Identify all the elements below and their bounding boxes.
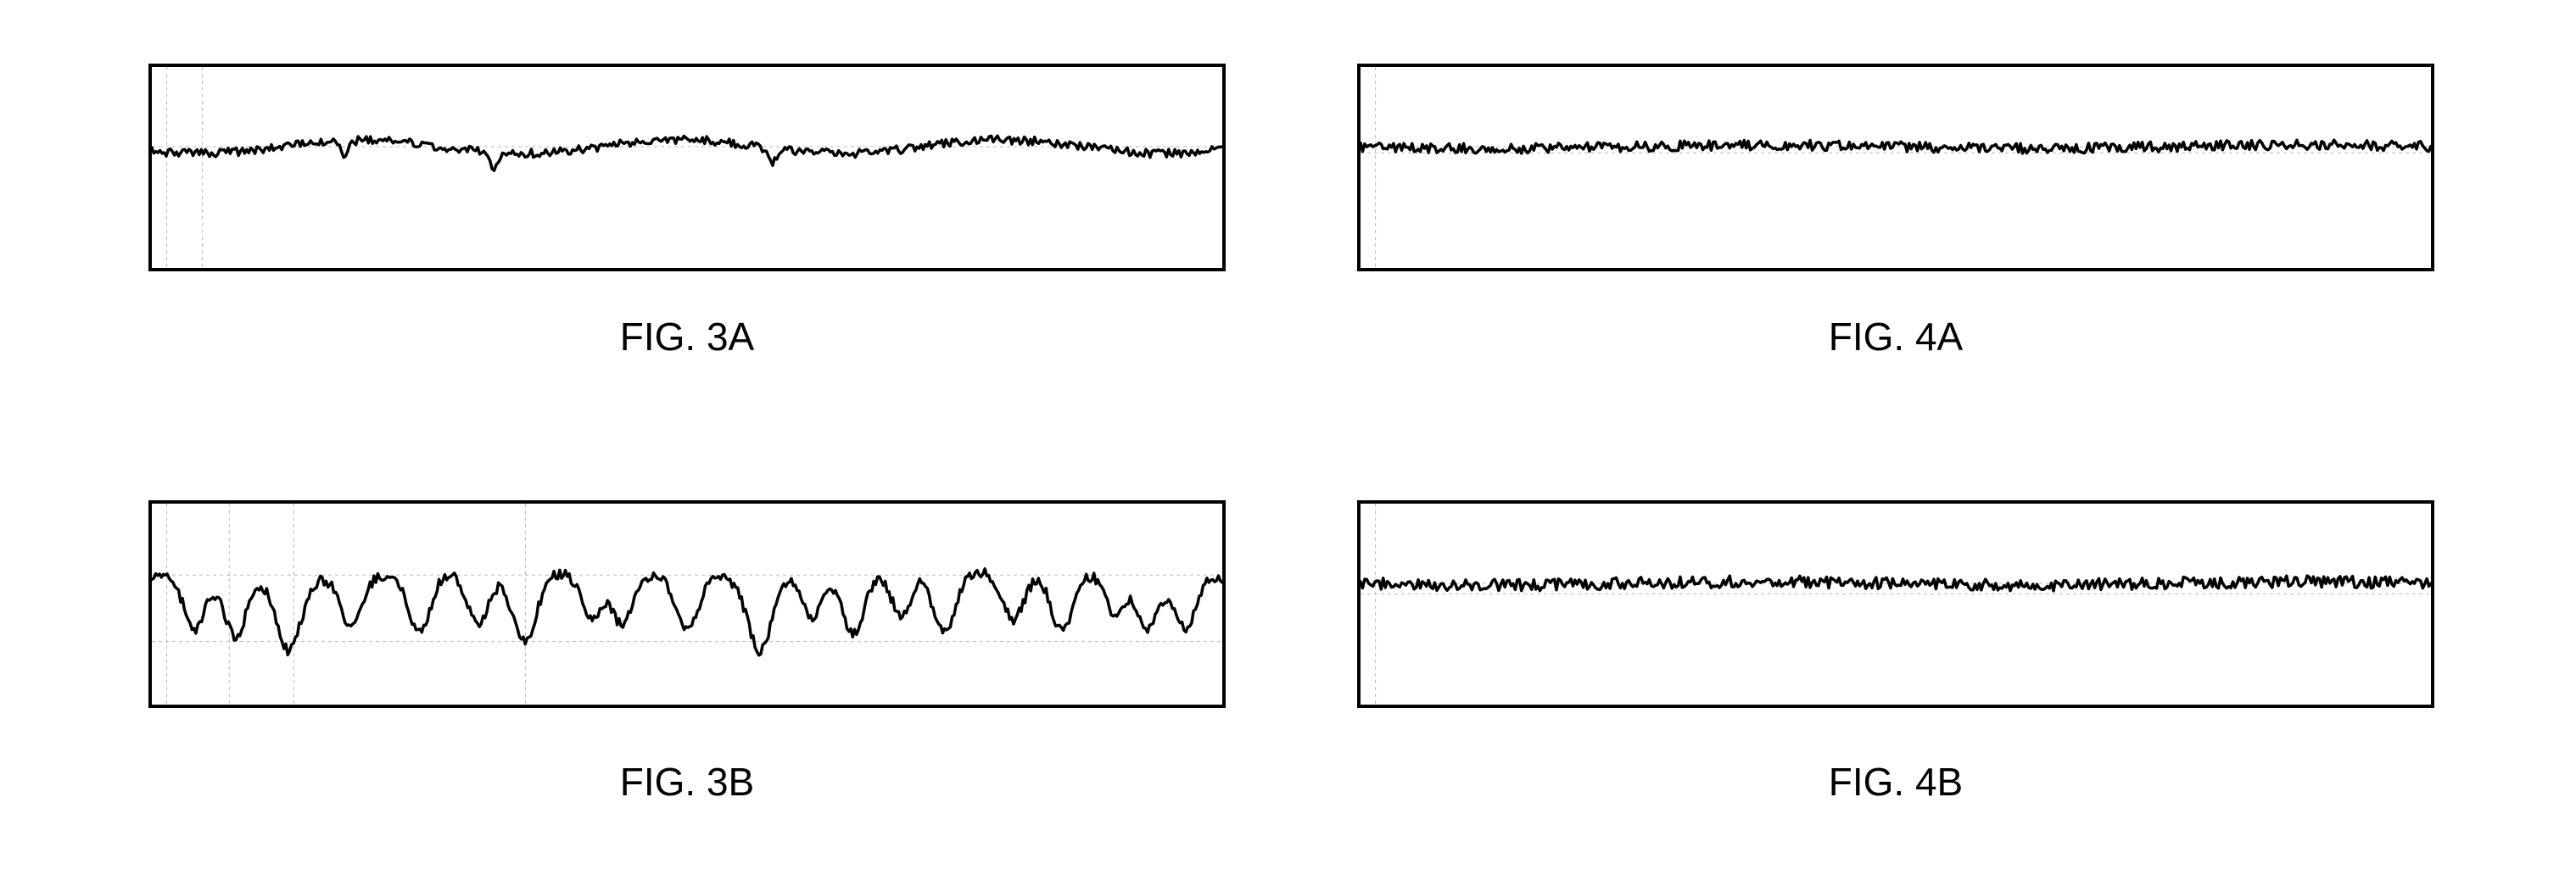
caption-fig4b: FIG. 4B (1357, 759, 2434, 805)
figure-page: FIG. 3A FIG. 4A FIG. 3B FIG. 4B (0, 0, 2576, 892)
panel-fig4a (1357, 64, 2434, 271)
caption-fig3b: FIG. 3B (148, 759, 1226, 805)
panel-fig4b (1357, 500, 2434, 708)
caption-fig3a: FIG. 3A (148, 314, 1226, 360)
panel-fig3a (148, 64, 1226, 271)
panel-fig3b (148, 500, 1226, 708)
caption-fig4a: FIG. 4A (1357, 314, 2434, 360)
